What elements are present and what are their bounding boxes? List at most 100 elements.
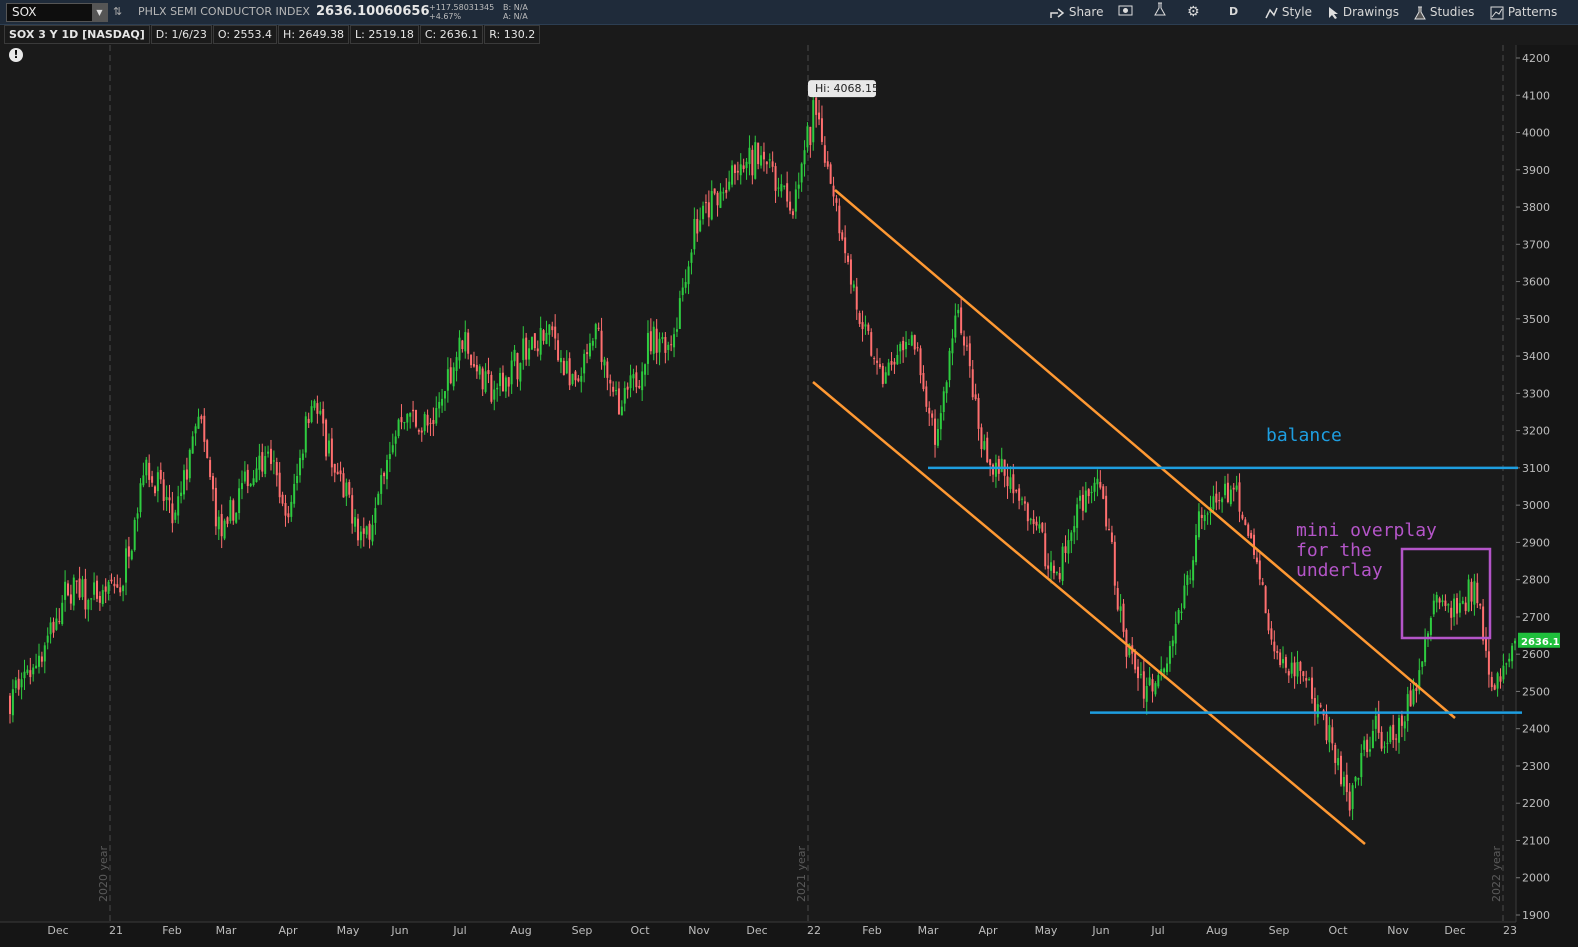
alert-icon[interactable]: ! bbox=[9, 48, 23, 62]
candle-body bbox=[1087, 489, 1090, 497]
studies-button[interactable]: Studies bbox=[1414, 0, 1474, 24]
candle-body bbox=[675, 329, 678, 332]
style-button[interactable]: Style bbox=[1264, 0, 1312, 24]
candle-body bbox=[400, 417, 403, 423]
candle-body bbox=[768, 159, 771, 161]
share-button[interactable]: Share bbox=[1050, 0, 1103, 24]
symbol-dropdown-arrow-icon[interactable]: ▼ bbox=[92, 4, 107, 21]
candle-body bbox=[432, 420, 435, 425]
candle-body bbox=[1342, 777, 1345, 787]
flask-icon[interactable] bbox=[1154, 0, 1166, 24]
candle-body bbox=[461, 340, 464, 350]
candle-body bbox=[17, 678, 20, 690]
candle-body bbox=[23, 671, 26, 679]
style-label: Style bbox=[1281, 5, 1312, 19]
candle-body bbox=[32, 667, 35, 675]
y-tick-label: 3700 bbox=[1522, 238, 1550, 251]
candle-body bbox=[751, 149, 754, 176]
candle-body bbox=[1360, 752, 1363, 778]
candle-body bbox=[864, 324, 867, 327]
snapshot-icon[interactable] bbox=[1118, 0, 1133, 24]
candle-body bbox=[1247, 524, 1250, 536]
candle-body bbox=[533, 333, 536, 349]
candle-body bbox=[455, 357, 458, 371]
candle-body bbox=[69, 594, 72, 604]
candle-body bbox=[1412, 689, 1415, 705]
aggregation-button[interactable]: D bbox=[1229, 5, 1239, 18]
candle-body bbox=[206, 440, 209, 458]
candle-body bbox=[945, 382, 948, 394]
candle-body bbox=[997, 459, 1000, 474]
candle-body bbox=[725, 189, 728, 193]
candle-body bbox=[142, 475, 145, 486]
candle-body bbox=[104, 586, 107, 592]
candle-body bbox=[1235, 485, 1238, 490]
settings-gear-icon[interactable]: ⚙ bbox=[1187, 4, 1200, 20]
candle-body bbox=[122, 585, 125, 592]
candle-body bbox=[412, 409, 415, 412]
candle-body bbox=[826, 161, 829, 167]
candle-body bbox=[1003, 459, 1006, 476]
candle-body bbox=[240, 483, 243, 490]
candle-body bbox=[174, 512, 177, 520]
candle-body bbox=[1119, 606, 1122, 611]
candle-body bbox=[1105, 495, 1108, 527]
candle-body bbox=[893, 361, 896, 365]
candle-body bbox=[916, 347, 919, 349]
candle-body bbox=[1099, 481, 1102, 488]
candle-body bbox=[934, 418, 937, 445]
candle-body bbox=[223, 520, 226, 539]
candle-body bbox=[907, 343, 910, 345]
candle-body bbox=[1485, 638, 1488, 651]
candle-body bbox=[1052, 565, 1055, 574]
candle-body bbox=[664, 337, 667, 353]
candle-body bbox=[307, 418, 310, 424]
candle-body bbox=[641, 371, 644, 391]
candle-body bbox=[1012, 474, 1015, 494]
candle-body bbox=[348, 482, 351, 495]
candle-body bbox=[214, 487, 217, 527]
x-tick-label: Jun bbox=[390, 924, 408, 937]
candle-body bbox=[942, 391, 945, 413]
channel-upper-line bbox=[834, 189, 1456, 719]
candle-body bbox=[200, 416, 203, 420]
candle-body bbox=[1328, 725, 1331, 743]
candle-body bbox=[1369, 749, 1372, 752]
candle-body bbox=[371, 524, 374, 542]
candle-body bbox=[806, 126, 809, 148]
candle-body bbox=[252, 478, 255, 486]
candle-body bbox=[310, 406, 313, 423]
candle-body bbox=[478, 366, 481, 375]
candle-body bbox=[1496, 673, 1499, 689]
link-icon[interactable]: ⇅ bbox=[113, 5, 123, 18]
candle-body bbox=[426, 414, 429, 426]
candle-body bbox=[1038, 524, 1041, 529]
candle-body bbox=[957, 309, 960, 314]
candle-body bbox=[1110, 532, 1113, 542]
y-tick-label: 2000 bbox=[1522, 872, 1550, 885]
y-tick-label: 2300 bbox=[1522, 760, 1550, 773]
candle-body bbox=[258, 455, 261, 470]
candle-body bbox=[113, 583, 116, 587]
candle-body bbox=[406, 413, 409, 423]
candle-body bbox=[84, 578, 87, 610]
x-tick-label: Oct bbox=[630, 924, 650, 937]
candle-body bbox=[394, 436, 397, 444]
drawings-button[interactable]: Drawings bbox=[1327, 0, 1399, 24]
info-low: L: 2519.18 bbox=[350, 25, 419, 44]
candle-body bbox=[626, 386, 629, 390]
candle-body bbox=[377, 493, 380, 505]
candle-body bbox=[829, 164, 832, 184]
candle-body bbox=[417, 430, 420, 432]
mini-overplay-box bbox=[1400, 547, 1492, 640]
candle-body bbox=[710, 191, 713, 220]
symbol-input[interactable]: SOX ▼ bbox=[6, 3, 108, 22]
y-tick-label: 2900 bbox=[1522, 536, 1550, 549]
symbol-text: SOX bbox=[12, 5, 37, 19]
candle-body bbox=[1403, 721, 1406, 729]
patterns-button[interactable]: Patterns bbox=[1490, 0, 1557, 24]
candle-body bbox=[182, 470, 185, 495]
candle-body bbox=[922, 372, 925, 390]
candle-body bbox=[876, 360, 879, 363]
